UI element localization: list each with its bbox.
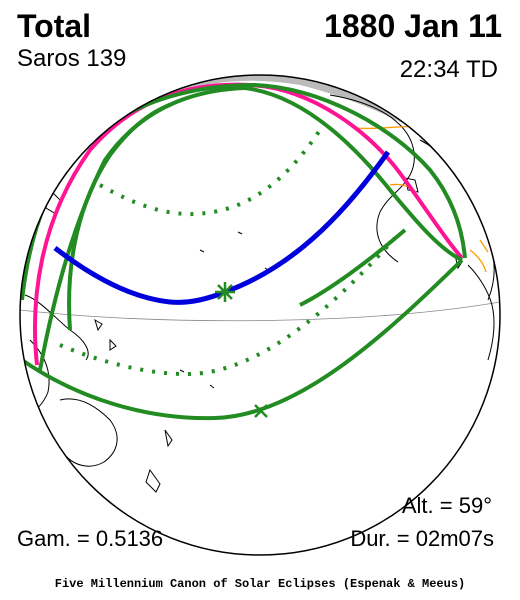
globe-outline (19, 74, 501, 556)
credit-caption: Five Millennium Canon of Solar Eclipses … (54, 577, 466, 591)
eclipse-type-title: Total (17, 8, 92, 44)
penumbral-limit-east (299, 228, 407, 307)
altitude-label: Alt. = 59° (401, 493, 492, 518)
magnitude-curve-lower (59, 236, 397, 377)
gamma-label: Gam. = 0.5136 (17, 526, 164, 551)
eclipse-date-title: 1880 Jan 11 (324, 8, 502, 44)
central-path (53, 150, 391, 305)
country-borders (54, 111, 489, 273)
duration-label: Dur. = 02m07s (350, 526, 494, 551)
coastlines (21, 94, 495, 493)
greatest-eclipse-star-icon (215, 282, 235, 302)
penumbral-limit-north (244, 86, 463, 262)
penumbral-limit-inner (67, 102, 173, 331)
equator-line (20, 301, 500, 322)
saros-label: Saros 139 (17, 45, 127, 72)
magnitude-curve-upper (99, 128, 322, 217)
penumbral-limit-south (20, 258, 464, 421)
greatest-duration-x-icon (254, 404, 268, 418)
time-label: 22:34 TD (399, 56, 498, 83)
